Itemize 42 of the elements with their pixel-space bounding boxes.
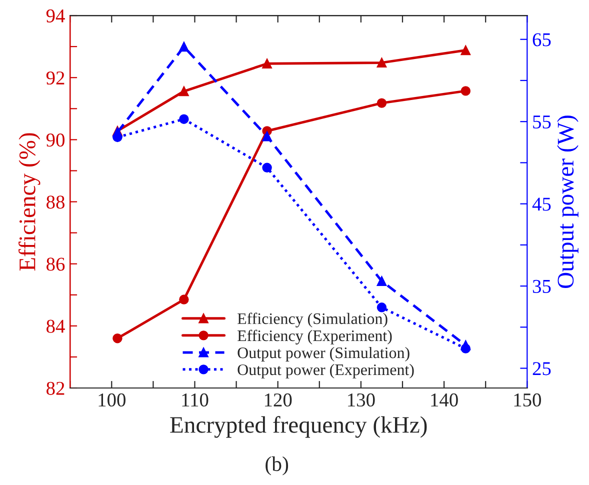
legend-label: Efficiency (Experiment) [238, 330, 392, 344]
point [179, 114, 189, 124]
y2-tick-label: 55 [533, 116, 551, 129]
y-tick-label: 92 [46, 71, 64, 85]
point [179, 86, 189, 96]
y2-tick-label: 25 [532, 362, 551, 376]
x-tick-label: 140 [431, 393, 458, 407]
point [376, 302, 387, 312]
x-tick-label: 110 [182, 393, 208, 407]
point [112, 132, 122, 142]
point [262, 132, 272, 142]
point [112, 333, 122, 344]
point [179, 294, 189, 304]
point [179, 42, 189, 52]
point [460, 344, 471, 354]
y2-axis-title: Output power (W) [557, 116, 578, 288]
y-tick-label: 84 [46, 320, 65, 333]
point [262, 162, 272, 172]
y2-tick-label: 45 [532, 198, 551, 211]
y2-tick-label: 65 [532, 33, 551, 46]
y-axis-title: Efficiency (%) [18, 133, 40, 271]
x-axis-title: Encrypted frequency (kHz) [170, 416, 427, 438]
y-tick-label: 90 [46, 133, 64, 147]
legend-label: Efficiency (Simulation) [238, 312, 388, 328]
x-tick-label: 100 [98, 393, 126, 407]
text: (b) [266, 456, 288, 476]
y-tick-label: 82 [46, 382, 64, 395]
x-tick-label: 130 [348, 393, 375, 407]
point [376, 58, 387, 68]
y-tick-label: 94 [46, 9, 65, 22]
point [376, 276, 387, 286]
y-tick-label: 86 [46, 258, 65, 271]
point [376, 98, 387, 108]
y2-tick-label: 35 [532, 280, 551, 293]
point [460, 45, 471, 56]
point [460, 86, 471, 96]
point [262, 58, 272, 68]
x-tick-label: 150 [514, 393, 541, 407]
legend-label: Output power (Simulation) [238, 346, 410, 362]
y-tick-label: 88 [46, 196, 64, 209]
x-tick-label: 120 [264, 393, 292, 407]
legend-label: Output power (Experiment) [238, 364, 414, 378]
